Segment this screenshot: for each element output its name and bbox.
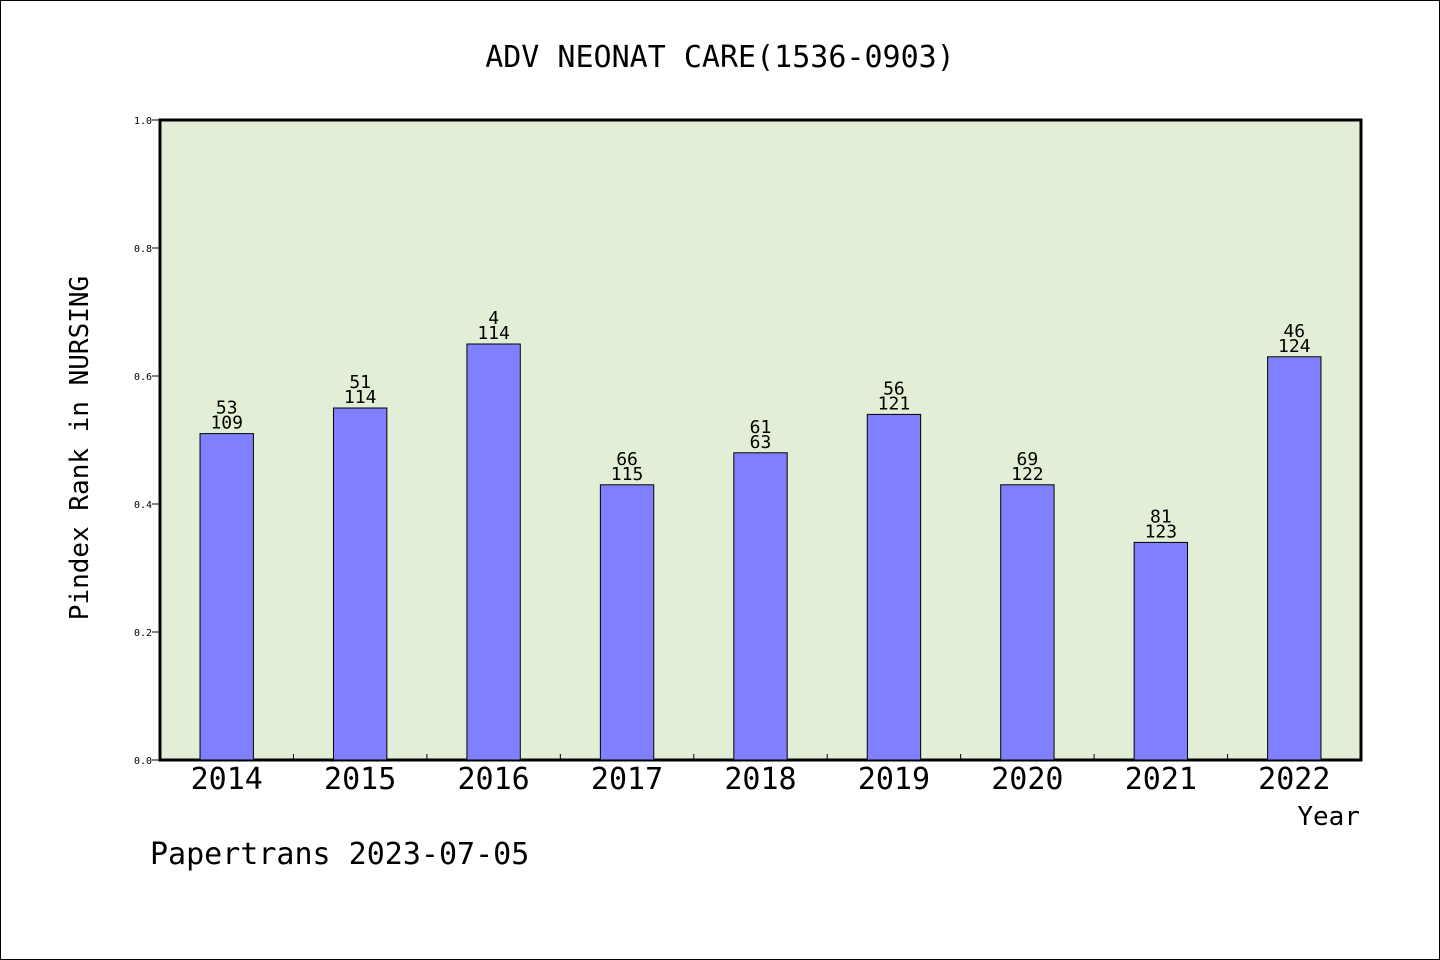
bar-rank-label: 81 [1150, 506, 1172, 527]
footer-text: Papertrans 2023-07-05 [150, 837, 529, 872]
bar-rank-label: 51 [349, 372, 371, 393]
bars-group [199, 343, 1322, 761]
x-tick-label: 2016 [457, 762, 529, 797]
bar-total-label: 122 [1011, 464, 1044, 485]
bar-rank-label: 69 [1017, 449, 1039, 470]
y-tick-label: 0.0 [134, 756, 152, 767]
x-tick-label: 2017 [591, 762, 663, 797]
bar-rank-label: 4 [488, 308, 499, 329]
bar-2016 [466, 343, 521, 761]
bar-2017 [599, 484, 655, 761]
bar-2020 [1000, 484, 1055, 761]
bar-2022 [1267, 356, 1322, 761]
x-tick-label: 2018 [724, 762, 796, 797]
x-tick-label: 2014 [191, 762, 263, 797]
x-tick-label: 2022 [1258, 762, 1330, 797]
bar-rank-label: 66 [616, 449, 638, 470]
chart-title: ADV NEONAT CARE(1536-0903) [485, 40, 955, 75]
bar-total-label: 114 [477, 323, 510, 344]
x-tick-label: 2021 [1125, 762, 1197, 797]
bar-rank-label: 46 [1283, 321, 1305, 342]
bar-rank-label: 53 [216, 398, 238, 419]
y-tick-label: 0.6 [134, 372, 152, 383]
data-labels-group: 5310951114411466115616356121691228112346… [210, 308, 1310, 542]
y-tick-label: 0.2 [134, 628, 152, 639]
y-axis: 0.0 0.2 0.4 0.6 0.8 1.0 [134, 116, 160, 767]
bar-total-label: 63 [750, 432, 772, 453]
y-tick-label: 0.4 [134, 500, 152, 511]
bar-2019 [866, 413, 922, 761]
x-tick-label: 2015 [324, 762, 396, 797]
bar-total-label: 114 [344, 387, 377, 408]
bar-total-label: 123 [1145, 521, 1178, 542]
y-tick-label: 1.0 [134, 116, 152, 127]
bar-total-label: 109 [210, 413, 243, 434]
y-tick-label: 0.8 [134, 244, 152, 255]
y-axis-label: Pindex Rank in NURSING [65, 276, 95, 620]
bar-rank-label: 61 [750, 417, 772, 438]
x-tick-label: 2020 [991, 762, 1063, 797]
x-tick-label: 2019 [858, 762, 930, 797]
bar-total-label: 124 [1278, 336, 1311, 357]
bar-2018 [733, 452, 788, 761]
x-axis: 2014 2015 2016 2017 2018 2019 2020 2021 2022 [191, 754, 1330, 797]
bar-total-label: 115 [611, 464, 644, 485]
bar-2014 [199, 433, 254, 761]
bar-rank-label: 56 [883, 378, 905, 399]
x-axis-label: Year [1297, 802, 1360, 832]
bar-total-label: 121 [878, 393, 911, 414]
bar-2021 [1133, 541, 1189, 761]
bar-2015 [332, 407, 388, 761]
